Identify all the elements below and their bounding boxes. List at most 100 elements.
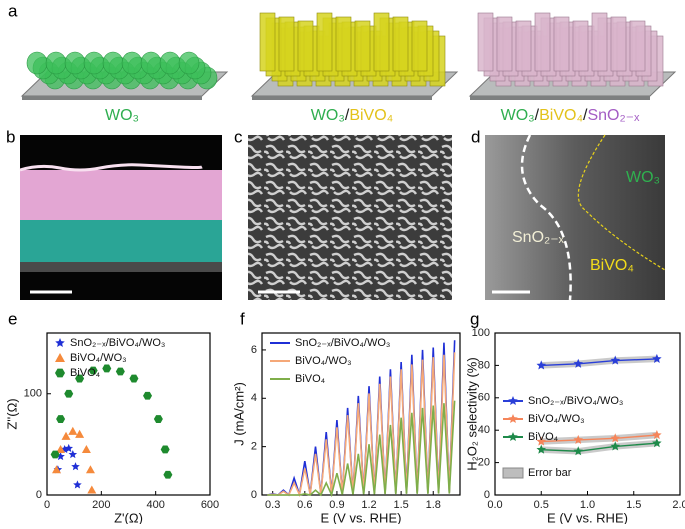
marker: [610, 355, 621, 365]
marker: [61, 431, 71, 440]
panel-label: c: [234, 127, 243, 146]
nanorod: [629, 20, 646, 72]
x-tick-label: 1.8: [426, 499, 441, 511]
nanorod: [477, 12, 494, 72]
marker: [55, 338, 65, 348]
y-axis-label: J (mA/cm²): [231, 382, 246, 446]
marker: [81, 444, 91, 454]
wo3-crystal: [178, 51, 200, 75]
y-tick-label: 20: [478, 457, 490, 469]
y-tick-label: 0: [484, 489, 490, 501]
marker: [115, 367, 125, 376]
legend-label: SnO₂₋ₓ/BiVO₄/WO₃: [528, 395, 623, 407]
substrate-edge: [22, 96, 202, 100]
layer-snox-bivo4: [20, 170, 222, 220]
marker: [75, 429, 85, 438]
nanorod: [591, 12, 608, 72]
series-line: [541, 434, 657, 443]
marker: [75, 374, 85, 383]
wo3-crystal: [83, 51, 105, 75]
y-tick-label: 0: [251, 489, 257, 501]
legend-label: BiVO₄: [295, 373, 326, 385]
nanorod: [373, 12, 390, 72]
marker: [573, 446, 584, 456]
interface-line: [520, 134, 572, 301]
marker: [508, 414, 518, 424]
panel-label: b: [6, 127, 15, 146]
marker: [88, 366, 98, 375]
panel-label: e: [8, 309, 17, 328]
marker: [56, 415, 66, 423]
marker: [163, 470, 173, 479]
wo3-crystal: [64, 51, 86, 75]
y-tick-label: 4: [251, 392, 257, 404]
y-tick-label: 60: [478, 392, 490, 404]
caption-part: /: [583, 107, 588, 124]
schematic-caption: WO₃/BiVO₄: [311, 107, 393, 124]
nanorod: [572, 20, 589, 72]
nanorod: [392, 16, 409, 72]
marker: [56, 444, 66, 454]
panel-label: a: [8, 1, 18, 20]
tem-image: [485, 135, 665, 300]
marker: [610, 441, 621, 451]
x-tick-label: 0.0: [487, 499, 502, 511]
series-line: [267, 352, 456, 498]
nanorod: [411, 20, 428, 72]
marker: [52, 465, 62, 474]
nanorod: [496, 16, 513, 72]
legend-label: Error bar: [528, 467, 572, 479]
marker: [536, 436, 547, 446]
legend-label: SnO₂₋ₓ/BiVO₄/WO₃: [70, 337, 165, 349]
marker: [508, 432, 518, 442]
marker: [68, 426, 78, 435]
marker: [87, 485, 97, 494]
marker: [652, 430, 662, 440]
marker: [71, 462, 80, 471]
caption-part: WO₃: [105, 107, 139, 124]
legend-swatch: [502, 467, 524, 479]
y-tick-label: 0: [36, 489, 42, 501]
caption-part: BiVO₄: [349, 107, 393, 124]
x-tick-label: 2.0: [672, 499, 685, 511]
layer-substrate: [20, 262, 222, 272]
marker: [68, 450, 78, 459]
legend-label: BiVO₄/WO₃: [295, 355, 352, 367]
nanorod: [354, 20, 371, 72]
x-tick-label: 1.5: [393, 499, 408, 511]
panel-label: g: [470, 309, 479, 328]
interface-line: [577, 134, 666, 271]
caption-part: /: [535, 107, 540, 124]
nanorod: [553, 16, 570, 72]
x-tick-label: 600: [201, 499, 219, 511]
nanorod: [297, 20, 314, 72]
x-tick-label: 200: [92, 499, 110, 511]
panel-label: d: [471, 127, 480, 146]
marker: [508, 396, 518, 406]
x-axis-label: E (V vs. RHE): [547, 510, 628, 524]
marker: [56, 452, 65, 461]
nanorod: [610, 16, 627, 72]
y-tick-label: 2: [251, 441, 257, 453]
marker: [55, 368, 65, 378]
marker: [652, 438, 662, 448]
marker: [652, 353, 662, 363]
legend-label: BiVO₄: [70, 367, 101, 379]
legend-label: BiVO₄/WO₃: [528, 413, 585, 425]
marker: [573, 434, 584, 444]
sem-top-view: [248, 135, 452, 300]
tem-label: WO₃: [626, 169, 660, 186]
marker: [610, 433, 621, 443]
y-tick-label: 40: [478, 424, 490, 436]
substrate-edge: [470, 96, 650, 100]
caption-part: WO₃: [311, 107, 345, 124]
marker: [536, 444, 547, 454]
y-tick-label: 6: [251, 344, 257, 356]
panel-label: f: [240, 309, 245, 328]
schematic-caption: WO₃: [105, 107, 139, 124]
plot-frame: [46, 332, 211, 496]
marker: [129, 374, 139, 383]
legend-label: BiVO₄/WO₃: [70, 352, 127, 364]
schematic-caption: WO₃/BiVO₄/SnO₂₋ₓ: [501, 107, 641, 124]
